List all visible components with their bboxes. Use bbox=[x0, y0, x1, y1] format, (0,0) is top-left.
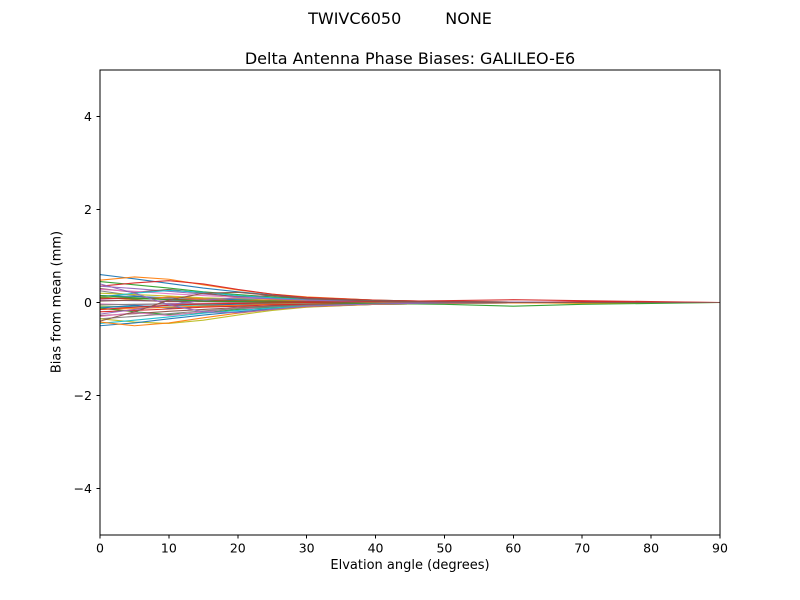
y-tick-label: −2 bbox=[74, 388, 92, 403]
x-tick-label: 60 bbox=[505, 541, 521, 556]
x-tick-label: 90 bbox=[712, 541, 728, 556]
x-tick-label: 50 bbox=[436, 541, 452, 556]
x-tick-label: 30 bbox=[299, 541, 315, 556]
y-tick-label: −4 bbox=[74, 481, 92, 496]
x-tick-label: 40 bbox=[368, 541, 384, 556]
suptitle-station-id: TWIVC6050 bbox=[308, 9, 402, 28]
axes-title: Delta Antenna Phase Biases: GALILEO-E6 bbox=[244, 49, 576, 68]
series-line-series-36 bbox=[99, 291, 720, 322]
x-tick-label: 20 bbox=[230, 541, 246, 556]
figure-suptitle: TWIVC6050 NONE bbox=[0, 9, 800, 28]
x-tick-label: 10 bbox=[161, 541, 177, 556]
suptitle-mode: NONE bbox=[445, 9, 492, 28]
y-axis-label: Bias from mean (mm) bbox=[49, 230, 65, 374]
x-tick-label: 80 bbox=[643, 541, 659, 556]
y-tick-label: 4 bbox=[84, 109, 92, 124]
y-tick-label: 2 bbox=[84, 202, 92, 217]
x-tick-label: 70 bbox=[574, 541, 590, 556]
y-tick-label: 0 bbox=[84, 295, 92, 310]
x-tick-label: 0 bbox=[96, 541, 104, 556]
x-axis-label: Elvation angle (degrees) bbox=[330, 558, 490, 573]
